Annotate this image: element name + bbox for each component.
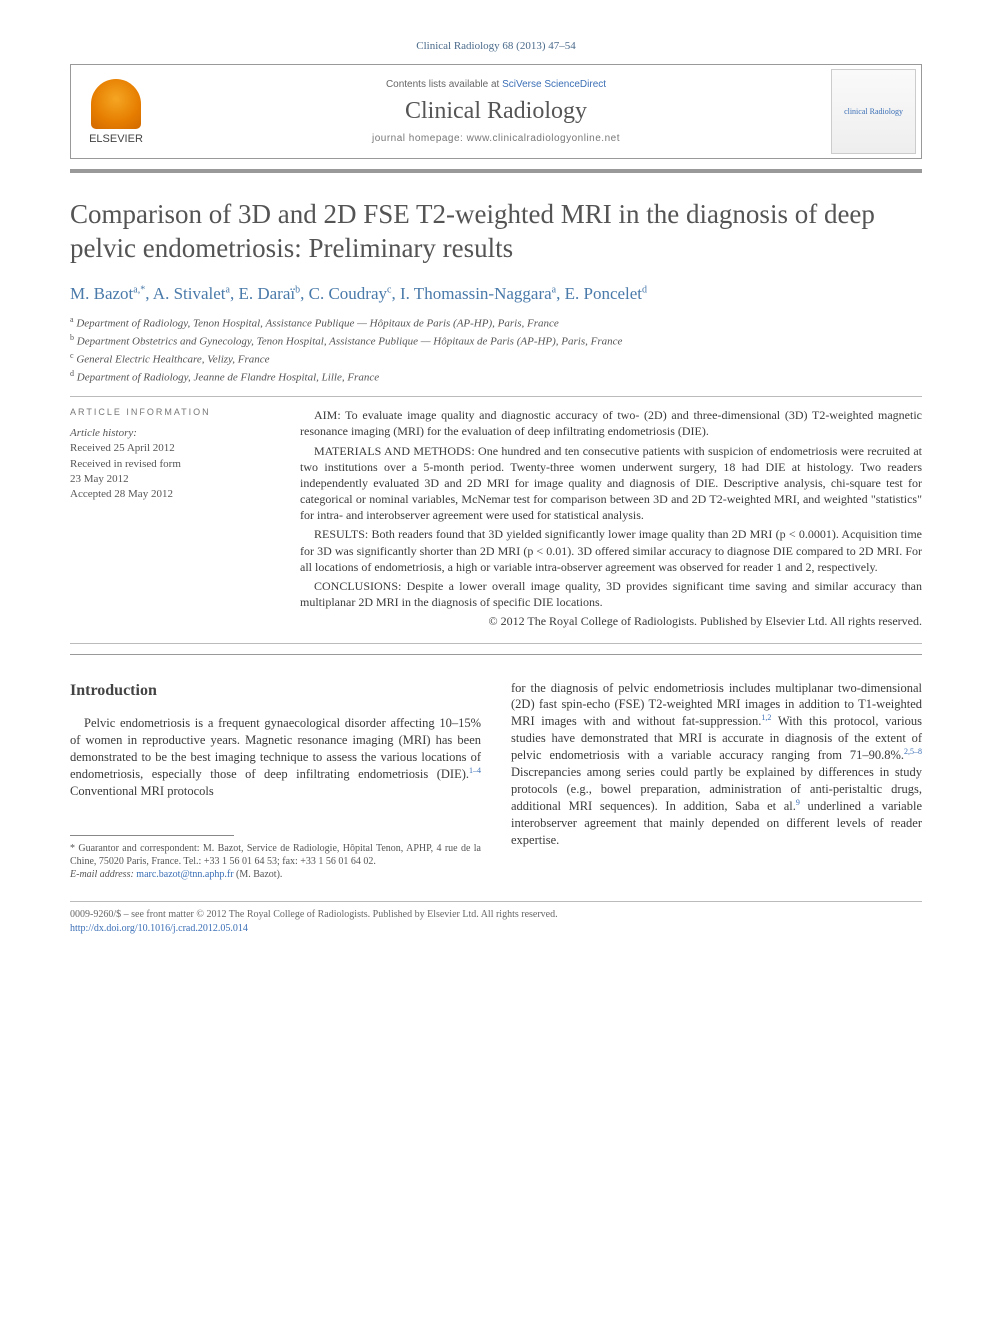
heavy-divider — [70, 654, 922, 655]
author-affil-mark: a — [226, 284, 230, 295]
journal-title: Clinical Radiology — [161, 98, 831, 125]
abstract-results: RESULTS: Both readers found that 3D yiel… — [300, 526, 922, 575]
author-list: M. Bazota,*, A. Stivaleta, E. Daraïb, C.… — [70, 284, 922, 304]
citation-ref[interactable]: 1,2 — [761, 713, 771, 722]
divider — [70, 396, 922, 397]
citation-ref[interactable]: 2,5–8 — [904, 747, 922, 756]
body-column-right: for the diagnosis of pelvic endometriosi… — [511, 680, 922, 881]
doi-link[interactable]: http://dx.doi.org/10.1016/j.crad.2012.05… — [70, 923, 248, 934]
abstract-block: AIM: To evaluate image quality and diagn… — [300, 407, 922, 632]
corresponding-email-link[interactable]: marc.bazot@tnn.aphp.fr — [136, 869, 233, 880]
affiliation-line: b Department Obstetrics and Gynecology, … — [70, 332, 922, 350]
abstract-aim: AIM: To evaluate image quality and diagn… — [300, 407, 922, 439]
email-footnote: E-mail address: marc.bazot@tnn.aphp.fr (… — [70, 868, 481, 881]
cover-title: clinical Radiology — [844, 107, 903, 116]
info-heading: ARTICLE INFORMATION — [70, 407, 270, 417]
author-name: E. Daraï — [238, 284, 295, 303]
author-name: M. Bazot — [70, 284, 133, 303]
footnote-block: * Guarantor and correspondent: M. Bazot,… — [70, 842, 481, 881]
journal-masthead: ELSEVIER Contents lists available at Sci… — [70, 64, 922, 159]
author-name: I. Thomassin-Naggara — [400, 284, 552, 303]
abstract-methods: MATERIALS AND METHODS: One hundred and t… — [300, 443, 922, 524]
affiliation-line: d Department of Radiology, Jeanne de Fla… — [70, 368, 922, 386]
affiliation-line: c General Electric Healthcare, Velizy, F… — [70, 350, 922, 368]
intro-heading: Introduction — [70, 680, 481, 702]
revised-date-1: Received in revised form — [70, 457, 270, 472]
author-name: C. Coudray — [309, 284, 387, 303]
author-name: E. Poncelet — [565, 284, 642, 303]
guarantor-footnote: * Guarantor and correspondent: M. Bazot,… — [70, 842, 481, 868]
abstract-copyright: © 2012 The Royal College of Radiologists… — [300, 613, 922, 629]
history-label: Article history: — [70, 427, 270, 439]
citation-ref[interactable]: 1–4 — [469, 766, 481, 775]
email-label: E-mail address: — [70, 869, 136, 880]
revised-date-2: 23 May 2012 — [70, 472, 270, 487]
intro-paragraph: Pelvic endometriosis is a frequent gynae… — [70, 715, 481, 800]
body-column-left: Introduction Pelvic endometriosis is a f… — [70, 680, 481, 881]
affiliation-line: a Department of Radiology, Tenon Hospita… — [70, 314, 922, 332]
author-affil-mark: a — [552, 284, 556, 295]
sciencedirect-link[interactable]: SciVerse ScienceDirect — [502, 79, 606, 90]
front-matter-line: 0009-9260/$ – see front matter © 2012 Th… — [70, 908, 922, 922]
elsevier-tree-icon — [91, 79, 141, 129]
article-info-block: ARTICLE INFORMATION Article history: Rec… — [70, 407, 270, 632]
author-affil-mark: c — [387, 284, 391, 295]
abstract-conclusions: CONCLUSIONS: Despite a lower overall ima… — [300, 578, 922, 610]
page-footer: 0009-9260/$ – see front matter © 2012 Th… — [70, 901, 922, 936]
article-title: Comparison of 3D and 2D FSE T2-weighted … — [70, 198, 922, 266]
author-affil-mark: b — [295, 284, 300, 295]
contents-line: Contents lists available at SciVerse Sci… — [161, 79, 831, 90]
author-name: A. Stivalet — [153, 284, 226, 303]
homepage-prefix: journal homepage: — [372, 133, 467, 144]
publisher-name: ELSEVIER — [89, 133, 143, 145]
author-affil-mark: d — [642, 284, 647, 295]
journal-homepage: journal homepage: www.clinicalradiologyo… — [161, 133, 831, 144]
affiliation-list: a Department of Radiology, Tenon Hospita… — [70, 314, 922, 387]
contents-prefix: Contents lists available at — [386, 79, 502, 90]
publisher-logo-block: ELSEVIER — [71, 74, 161, 150]
received-date: Received 25 April 2012 — [70, 441, 270, 456]
author-affil-mark: a,* — [133, 284, 145, 295]
intro-paragraph-cont: for the diagnosis of pelvic endometriosi… — [511, 680, 922, 849]
footnote-rule — [70, 835, 234, 836]
divider — [70, 643, 922, 644]
homepage-url[interactable]: www.clinicalradiologyonline.net — [467, 133, 620, 144]
accepted-date: Accepted 28 May 2012 — [70, 487, 270, 502]
running-header: Clinical Radiology 68 (2013) 47–54 — [70, 40, 922, 52]
email-suffix: (M. Bazot). — [234, 869, 283, 880]
journal-cover-thumb: clinical Radiology — [831, 69, 916, 154]
